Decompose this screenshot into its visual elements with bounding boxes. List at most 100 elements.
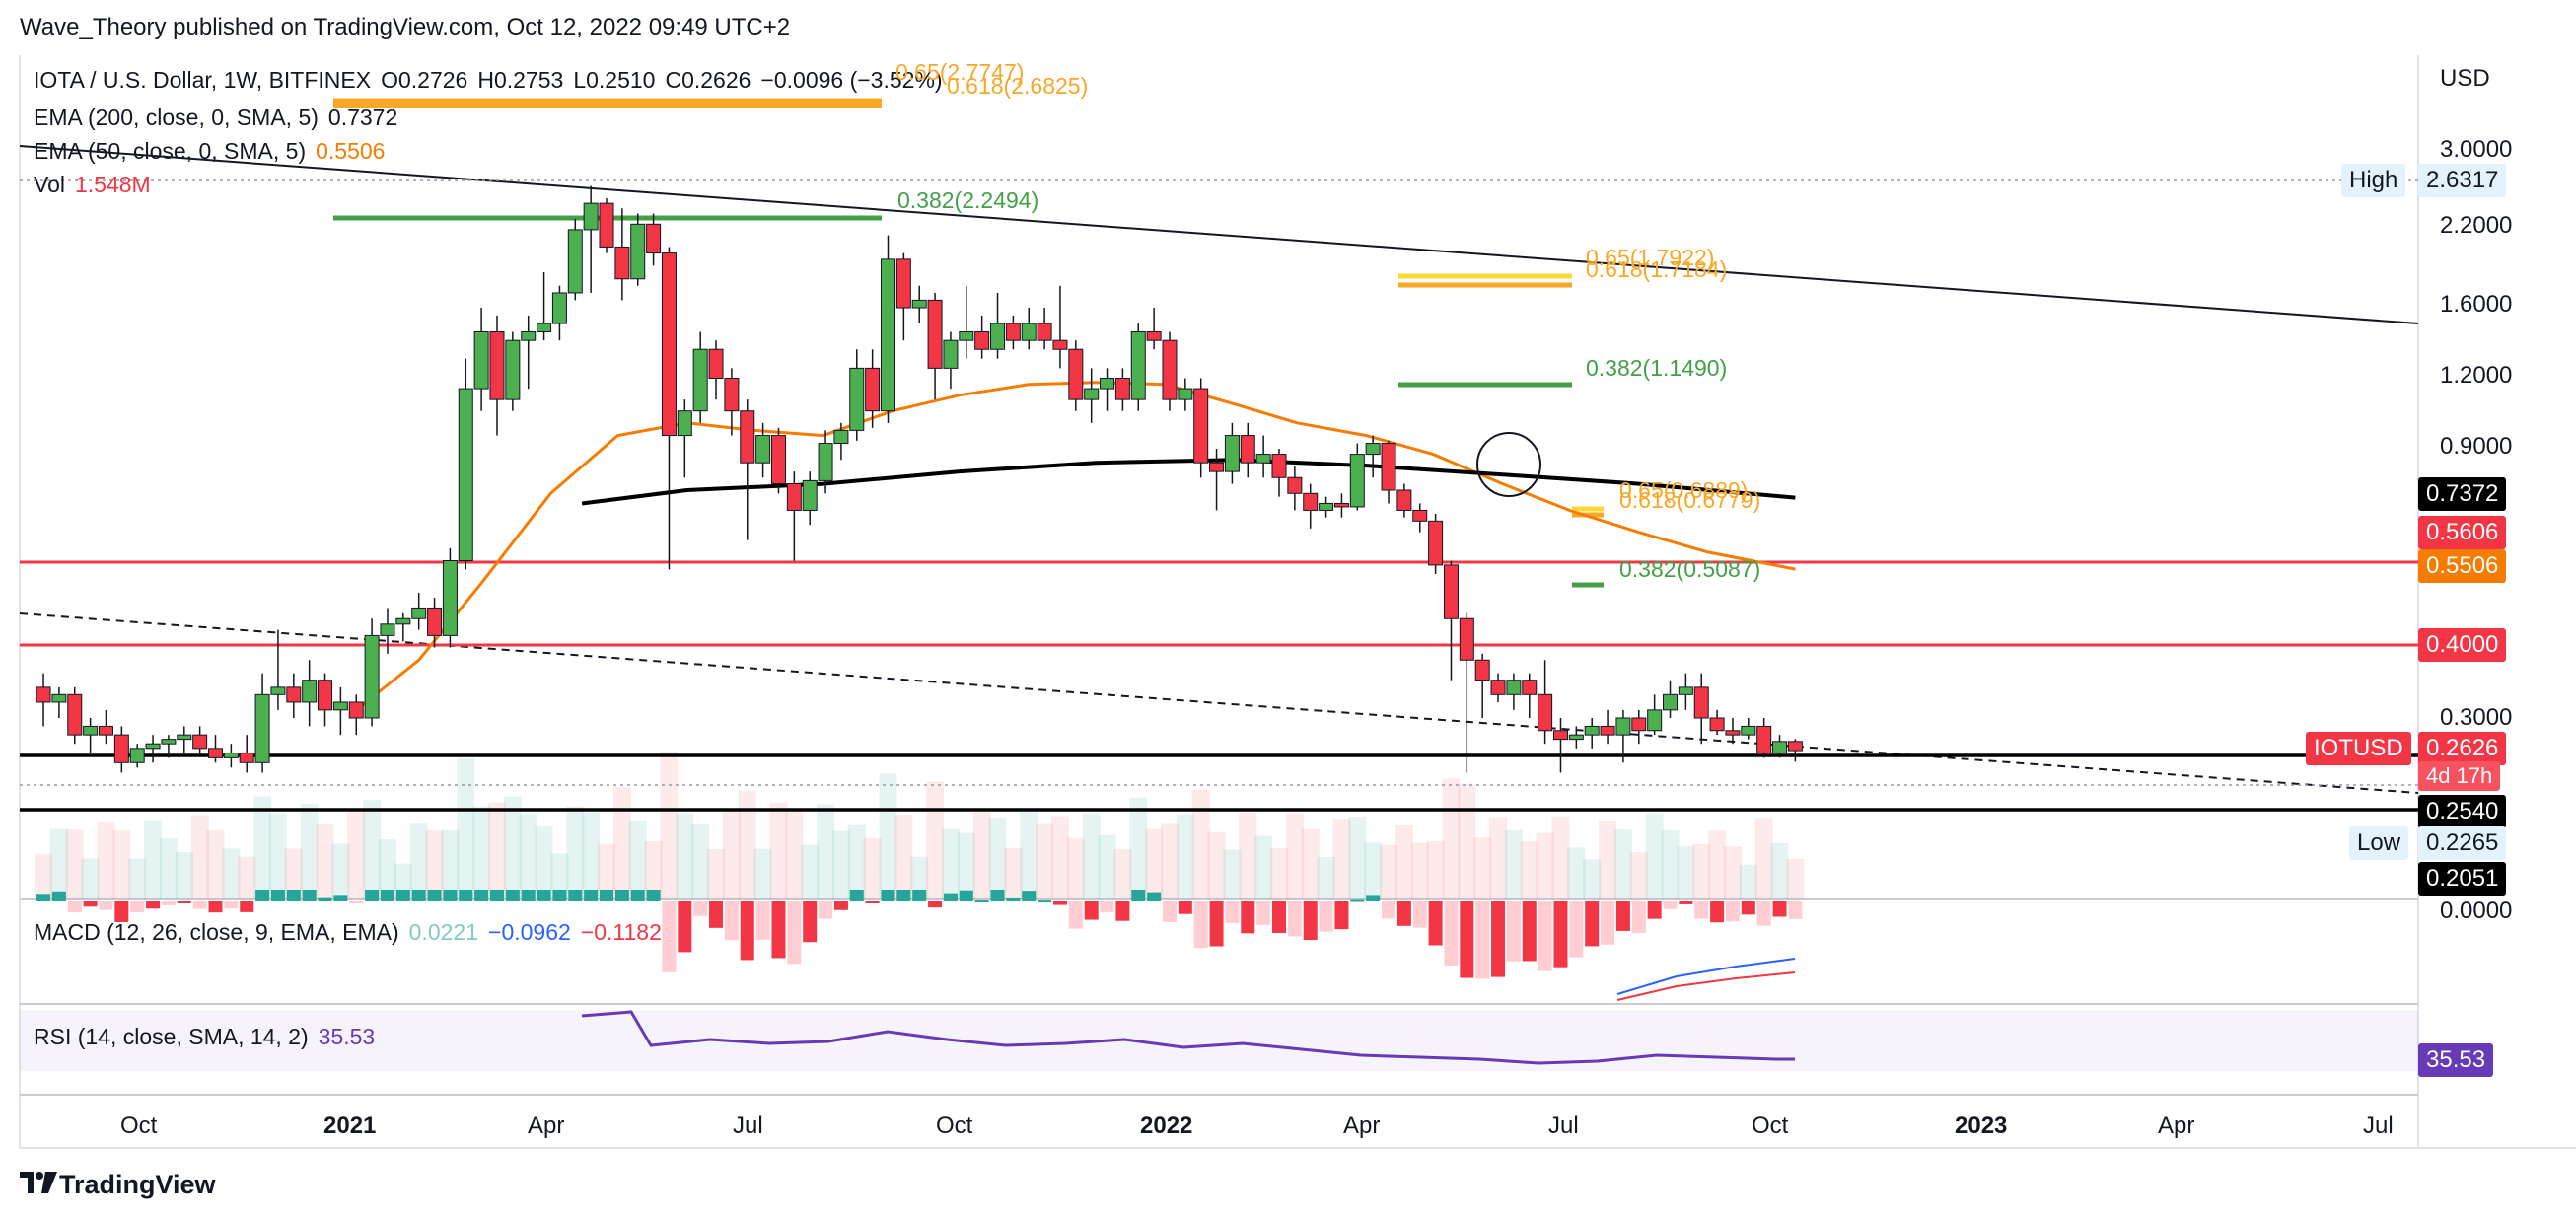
candle: [192, 726, 208, 753]
candle: [51, 686, 67, 718]
candle-body: [1522, 680, 1538, 695]
volume-bar: [1613, 829, 1632, 899]
candle: [302, 660, 318, 727]
macd-histogram-bar: [1115, 901, 1130, 921]
candle: [599, 198, 614, 253]
volume-bar: [487, 802, 506, 899]
rsi-legend[interactable]: RSI (14, close, SMA, 14, 2) 35.53: [34, 1024, 385, 1050]
candle-body: [1568, 734, 1584, 741]
volume-bar: [972, 811, 991, 899]
candle-body: [974, 330, 990, 350]
candle-body: [1287, 476, 1303, 494]
candle-body: [677, 410, 692, 437]
bottom-level-tag: 0.2051: [2418, 862, 2507, 896]
candle: [614, 208, 630, 301]
macd-histogram-bar: [1647, 901, 1662, 919]
volume-bar: [1301, 828, 1320, 899]
candle-body: [1663, 693, 1679, 711]
macd-legend[interactable]: MACD (12, 26, close, 9, EMA, EMA) 0.0221−…: [34, 919, 672, 946]
candle: [786, 471, 802, 561]
macd-histogram-bar: [380, 890, 394, 901]
vol-label: Vol: [34, 172, 65, 197]
volume-bar: [769, 802, 788, 899]
ema50-value: 0.5506: [316, 138, 386, 164]
volume-bar: [284, 848, 303, 899]
candle: [1647, 694, 1663, 736]
volume-bar: [1050, 816, 1069, 899]
candle-body: [83, 725, 99, 736]
macd-histogram-bar: [51, 891, 66, 901]
macd-histogram-bar: [1741, 901, 1755, 915]
candle-body: [1333, 502, 1349, 508]
volume-bar: [550, 853, 569, 899]
ema-layer: [355, 381, 1796, 712]
macd-histogram-bar: [1725, 901, 1740, 922]
candle-body: [630, 223, 646, 280]
symbol-title[interactable]: IOTA / U.S. Dollar, 1W, BITFINEX: [34, 67, 372, 93]
candle-body: [1240, 435, 1255, 464]
volume-bar: [801, 844, 820, 899]
macd-histogram-bar: [787, 901, 802, 965]
candle-body: [1709, 717, 1725, 732]
candle-body: [98, 725, 113, 736]
volume-bar: [1645, 813, 1664, 899]
candle-body: [1052, 339, 1068, 350]
macd-histogram-bar: [1366, 895, 1381, 901]
price-tick: 1.6000: [2440, 291, 2513, 318]
volume-bar: [300, 804, 319, 899]
volume-bar: [190, 815, 209, 899]
candle: [1772, 735, 1788, 758]
currency-label[interactable]: USD: [2440, 65, 2490, 92]
vol-value: 1.548M: [74, 172, 151, 197]
macd-histogram-bar: [1615, 901, 1630, 931]
volume-bar: [253, 796, 272, 899]
volume-bar: [879, 773, 897, 899]
volume-legend[interactable]: Vol 1.548M: [34, 172, 161, 198]
macd-histogram-bar: [208, 901, 223, 913]
macd-histogram-bar: [1694, 901, 1709, 919]
macd-histogram-bar: [1382, 901, 1396, 919]
volume-bar: [1551, 816, 1570, 899]
candle-body: [770, 435, 786, 485]
candle-body: [364, 634, 380, 719]
price-tick: 0.3000: [2440, 704, 2513, 731]
ema50-legend[interactable]: EMA (50, close, 0, SMA, 5) 0.5506: [34, 138, 394, 165]
macd-histogram-bar: [693, 901, 708, 916]
candle-body: [1319, 502, 1334, 511]
candle: [1240, 422, 1255, 478]
volume-bar: [894, 815, 913, 899]
candle: [364, 618, 380, 727]
candle-body: [959, 330, 974, 341]
candle-body: [521, 330, 537, 341]
candle-body: [990, 323, 1006, 350]
macd-histogram-bar: [1444, 901, 1459, 967]
macd-histogram-bar: [1068, 901, 1083, 929]
candle-body: [254, 693, 270, 763]
tradingview-footer[interactable]: TradingView: [20, 1170, 216, 1200]
candle-body: [395, 617, 411, 625]
candle-body: [1349, 454, 1365, 508]
candle: [1474, 653, 1490, 718]
candle-body: [411, 607, 427, 619]
ema200-label: EMA (200, close, 0, SMA, 5): [34, 105, 319, 130]
macd-histogram-bar: [1209, 901, 1224, 947]
candle: [318, 673, 333, 727]
macd-histogram-bar: [1601, 901, 1615, 945]
ema200-legend[interactable]: EMA (200, close, 0, SMA, 5) 0.7372: [34, 105, 407, 131]
volume-bar: [722, 808, 741, 899]
candle-body: [1005, 323, 1021, 341]
volume-bar: [65, 829, 84, 899]
candle-body: [1068, 348, 1084, 400]
volume-bar: [1066, 837, 1085, 899]
descending-trendline: [19, 145, 2419, 324]
volume-bar: [691, 824, 710, 899]
macd-histogram-bar: [1193, 901, 1208, 949]
volume-bar: [941, 828, 960, 899]
macd-histogram-bar: [552, 890, 567, 901]
candle: [1396, 483, 1412, 518]
price-tick: 1.2000: [2440, 362, 2513, 389]
candle-body: [1631, 717, 1647, 732]
candle-body: [1474, 659, 1490, 681]
high-label-tag: High: [2341, 164, 2406, 197]
